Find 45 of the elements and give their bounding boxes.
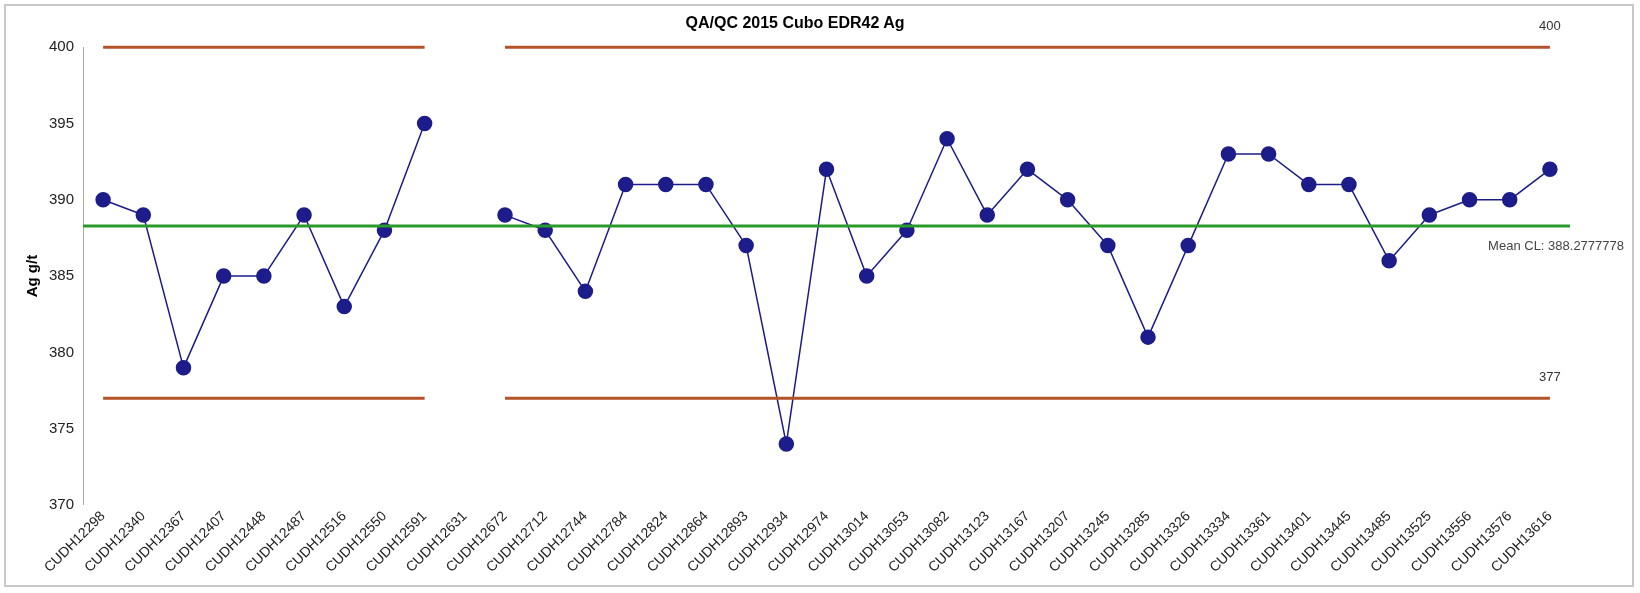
- point: [738, 237, 754, 254]
- point: [1019, 161, 1036, 178]
- point: [1220, 146, 1237, 162]
- point: [1542, 161, 1558, 178]
- point: [1100, 237, 1116, 254]
- point: [778, 436, 795, 452]
- point: [1059, 192, 1076, 208]
- point: [1301, 176, 1317, 193]
- point: [215, 268, 232, 284]
- point: [1341, 176, 1357, 193]
- y-tick-label: 390: [49, 189, 75, 207]
- point: [1260, 146, 1277, 162]
- point: [416, 115, 433, 132]
- point: [658, 176, 674, 193]
- point: [135, 207, 152, 223]
- y-tick-label: 380: [49, 342, 75, 360]
- point: [336, 298, 352, 315]
- point: [296, 207, 312, 223]
- point: [497, 207, 513, 223]
- point: [1501, 192, 1518, 208]
- point: [1381, 253, 1397, 269]
- y-tick-label: 370: [49, 495, 75, 513]
- point: [698, 176, 714, 193]
- y-axis-title: Ag g/t: [23, 254, 41, 298]
- annotation: 377: [1539, 369, 1561, 385]
- point: [979, 207, 996, 223]
- point: [1421, 207, 1438, 223]
- y-tick-label: 395: [49, 113, 75, 131]
- point: [858, 268, 875, 284]
- ref-line-label: Mean CL: 388.2777778: [1488, 238, 1624, 254]
- chart-title: QA/QC 2015 Cubo EDR42 Ag: [685, 14, 905, 32]
- annotation: 400: [1539, 18, 1561, 34]
- y-tick-label: 400: [49, 37, 75, 55]
- point: [939, 131, 955, 147]
- y-tick-label: 385: [49, 266, 75, 284]
- point: [577, 283, 594, 300]
- point: [175, 359, 192, 376]
- point: [95, 192, 111, 208]
- y-tick-label: 375: [49, 418, 75, 436]
- point: [1461, 192, 1478, 208]
- point: [617, 176, 634, 193]
- point: [1180, 237, 1196, 254]
- point: [818, 161, 835, 178]
- point: [1140, 329, 1156, 345]
- point: [256, 268, 272, 284]
